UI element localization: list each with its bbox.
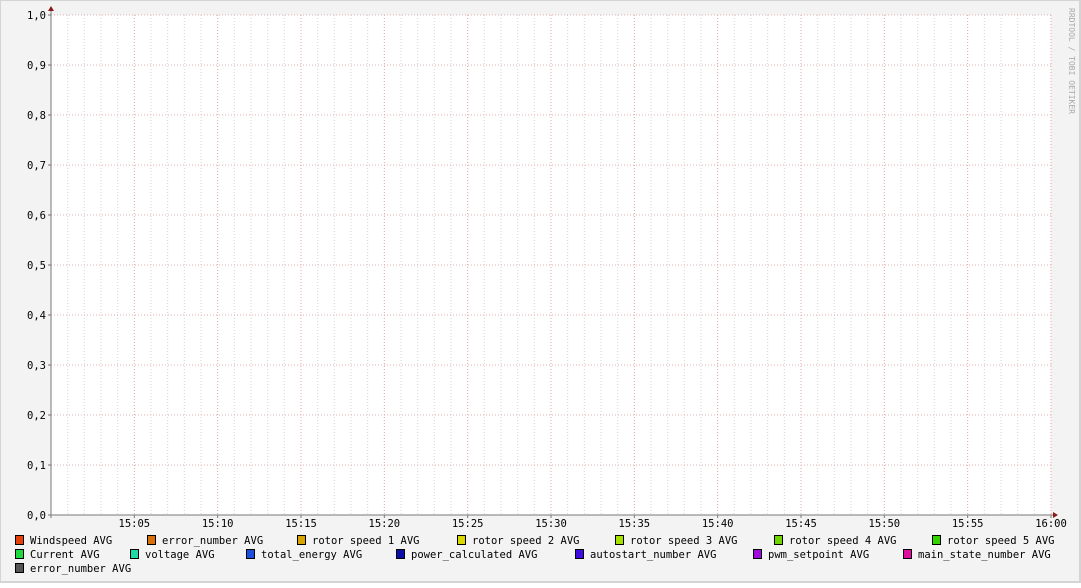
y-tick-label: 0,2 <box>27 410 46 422</box>
legend-swatch <box>753 549 762 559</box>
tick-labels: 0,0 0,1 0,2 0,3 0,4 0,5 0,6 0,7 0,8 0,9 1,0 15:05 15… <box>27 10 1067 530</box>
legend-item: voltage AVG <box>130 549 215 561</box>
legend-label: error_number AVG <box>30 563 131 575</box>
y-tick-label: 0,4 <box>27 310 46 322</box>
legend-item: error_number AVG <box>15 563 131 575</box>
legend-item: pwm_setpoint AVG <box>753 549 869 561</box>
y-tick-label: 0,7 <box>27 160 46 172</box>
x-tick-label: 15:40 <box>702 518 734 530</box>
legend-item: Current AVG <box>15 549 100 561</box>
legend-item: Windspeed AVG <box>15 535 112 547</box>
legend-label: voltage AVG <box>145 549 215 561</box>
x-tick-label: 15:15 <box>285 518 317 530</box>
y-tick-label: 0,3 <box>27 360 46 372</box>
legend-swatch <box>396 549 405 559</box>
legend-label: rotor speed 2 AVG <box>472 535 579 547</box>
legend-item: rotor speed 2 AVG <box>457 535 579 547</box>
legend-swatch <box>15 563 24 573</box>
legend-swatch <box>130 549 139 559</box>
legend-swatch <box>615 535 624 545</box>
y-tick-label: 0,6 <box>27 210 46 222</box>
x-tick-label: 15:55 <box>952 518 984 530</box>
y-tick-label: 1,0 <box>27 10 46 22</box>
legend-swatch <box>147 535 156 545</box>
watermark: RRDTOOL / TOBI OETIKER <box>1067 8 1076 114</box>
x-tick-label: 15:10 <box>202 518 234 530</box>
legend-item: rotor speed 4 AVG <box>774 535 896 547</box>
y-tick-label: 0,8 <box>27 110 46 122</box>
x-tick-label: 15:45 <box>785 518 817 530</box>
x-tick-label: 16:00 <box>1035 518 1067 530</box>
legend-item: rotor speed 3 AVG <box>615 535 737 547</box>
legend-swatch <box>903 549 912 559</box>
legend-label: rotor speed 1 AVG <box>312 535 419 547</box>
x-tick-label: 15:50 <box>869 518 901 530</box>
legend-swatch <box>15 549 24 559</box>
legend-label: main_state_number AVG <box>918 549 1051 561</box>
legend-label: rotor speed 3 AVG <box>630 535 737 547</box>
x-tick-label: 15:05 <box>119 518 151 530</box>
legend-swatch <box>575 549 584 559</box>
y-tick-label: 0,5 <box>27 260 46 272</box>
legend-swatch <box>15 535 24 545</box>
legend-item: rotor speed 1 AVG <box>297 535 419 547</box>
legend-label: rotor speed 4 AVG <box>789 535 896 547</box>
legend-swatch <box>932 535 941 545</box>
x-tick-label: 15:25 <box>452 518 484 530</box>
legend-item: error_number AVG <box>147 535 263 547</box>
legend-item: rotor speed 5 AVG <box>932 535 1054 547</box>
x-axis-arrow <box>1053 512 1058 518</box>
x-tick-label: 15:30 <box>535 518 567 530</box>
y-tick-label: 0,9 <box>27 60 46 72</box>
legend-label: error_number AVG <box>162 535 263 547</box>
legend-item: power_calculated AVG <box>396 549 537 561</box>
y-tick-label: 0,0 <box>27 510 46 522</box>
legend-item: autostart_number AVG <box>575 549 716 561</box>
legend-label: autostart_number AVG <box>590 549 716 561</box>
x-tick-label: 15:20 <box>369 518 401 530</box>
x-tick-label: 15:35 <box>619 518 651 530</box>
legend: Windspeed AVG error_number AVG rotor speed… <box>15 535 1054 575</box>
y-axis-arrow <box>48 6 54 11</box>
legend-label: power_calculated AVG <box>411 549 537 561</box>
axes <box>48 6 1058 518</box>
legend-swatch <box>457 535 466 545</box>
y-tick-label: 0,1 <box>27 460 46 472</box>
legend-item: main_state_number AVG <box>903 549 1051 561</box>
legend-item: total_energy AVG <box>246 549 362 561</box>
legend-swatch <box>774 535 783 545</box>
legend-label: rotor speed 5 AVG <box>947 535 1054 547</box>
legend-swatch <box>297 535 306 545</box>
legend-label: Windspeed AVG <box>30 535 112 547</box>
legend-label: pwm_setpoint AVG <box>768 549 869 561</box>
grid <box>51 14 1052 515</box>
legend-label: Current AVG <box>30 549 100 561</box>
legend-label: total_energy AVG <box>261 549 362 561</box>
legend-swatch <box>246 549 255 559</box>
